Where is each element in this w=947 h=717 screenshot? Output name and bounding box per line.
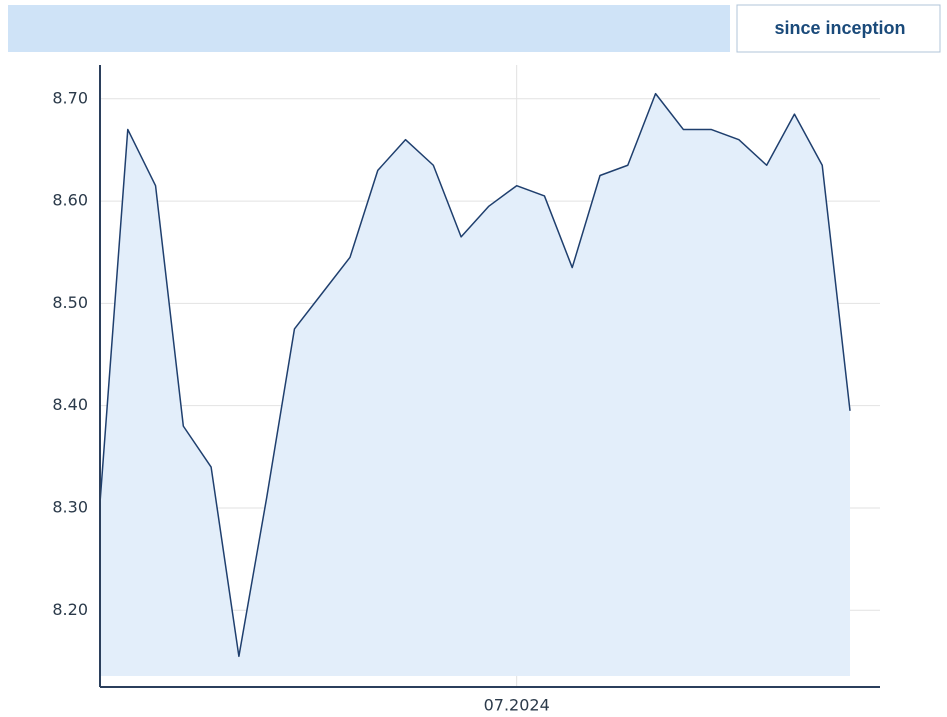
line bbox=[99, 92, 851, 658]
tab-label[interactable]: since inception bbox=[774, 18, 905, 38]
y-tick-label: 8.50 bbox=[52, 293, 88, 312]
x-tick-label: 07.2024 bbox=[484, 696, 550, 715]
area bbox=[100, 93, 850, 677]
y-tick-label: 8.60 bbox=[52, 191, 88, 210]
y-tick-label: 8.20 bbox=[52, 600, 88, 619]
y-tick-label: 8.30 bbox=[52, 497, 88, 516]
y-tick-label: 8.40 bbox=[52, 395, 88, 414]
y-tick-label: 8.70 bbox=[52, 88, 88, 107]
header-bar bbox=[8, 5, 730, 52]
tab[interactable] bbox=[736, 4, 941, 53]
